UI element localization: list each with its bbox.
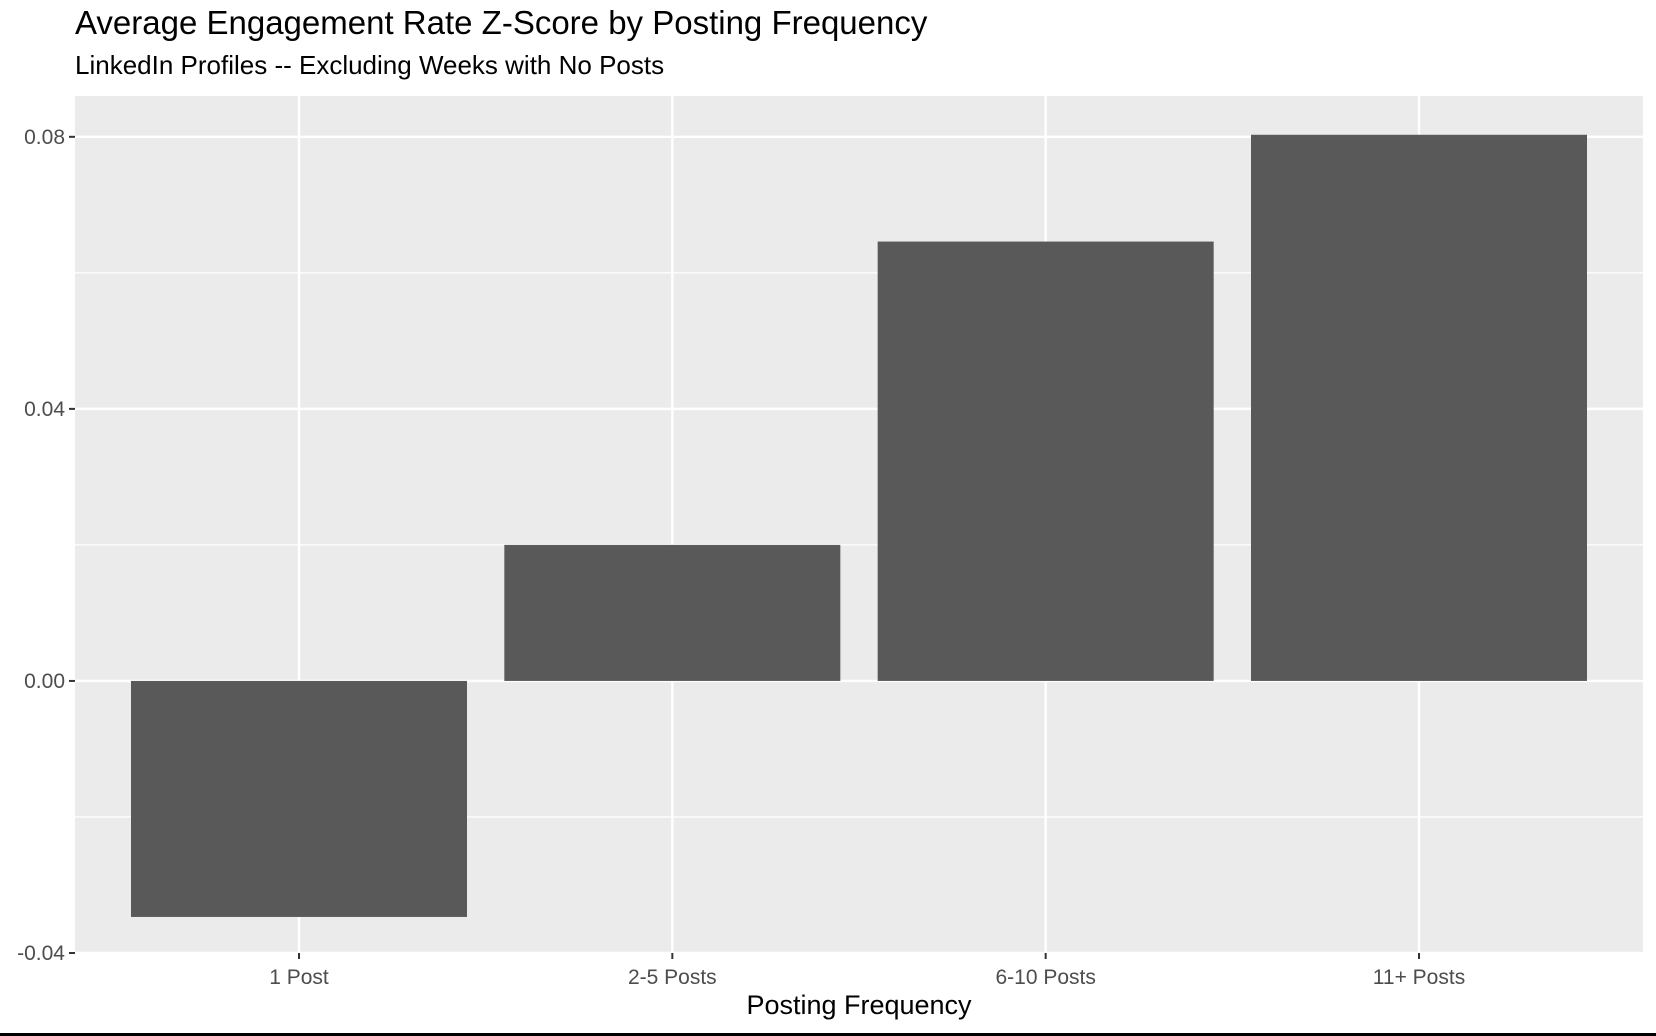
bars xyxy=(131,134,1587,917)
y-tick-label: 0.08 xyxy=(24,126,65,149)
x-tick-label: 1 Post xyxy=(269,966,329,989)
x-axis: 1 Post 2-5 Posts 6-10 Posts 11+ Posts xyxy=(269,953,1465,989)
chart-subtitle: LinkedIn Profiles -- Excluding Weeks wit… xyxy=(75,50,665,80)
x-tick-label: 2-5 Posts xyxy=(628,966,717,989)
chart-title: Average Engagement Rate Z-Score by Posti… xyxy=(75,4,928,41)
x-tick-label: 11+ Posts xyxy=(1373,966,1465,989)
bar xyxy=(504,544,841,681)
y-tick-label: 0.04 xyxy=(24,398,65,421)
bar xyxy=(131,680,467,917)
bar xyxy=(1251,134,1587,681)
x-axis-title: Posting Frequency xyxy=(746,990,972,1020)
y-tick-label: 0.00 xyxy=(24,670,65,693)
bottom-rule xyxy=(0,1033,1656,1036)
y-tick-label: -0.04 xyxy=(17,942,65,965)
bar xyxy=(877,241,1214,681)
y-axis: -0.04 0.00 0.04 0.08 xyxy=(17,126,75,965)
x-tick-label: 6-10 Posts xyxy=(995,966,1095,989)
